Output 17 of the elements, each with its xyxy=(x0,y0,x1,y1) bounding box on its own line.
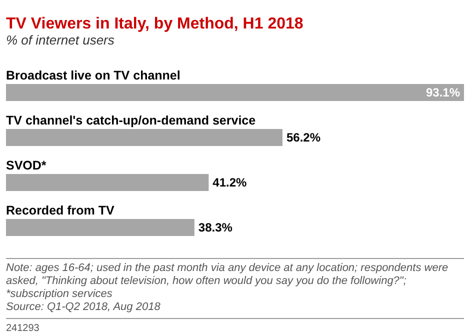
y-tick-label: SVOD* xyxy=(6,158,46,172)
y-tick-label: Broadcast live on TV channel xyxy=(6,68,180,82)
data-label: 38.3% xyxy=(198,220,233,234)
data-label: 93.1% xyxy=(426,86,460,100)
text: 241293 xyxy=(6,323,40,333)
y-tick-label: Recorded from TV xyxy=(6,204,116,218)
data-label: 41.2% xyxy=(212,176,248,190)
source-note: Source: Q1-Q2 2018, Aug 2018 xyxy=(6,301,162,314)
bar xyxy=(6,174,209,191)
bar xyxy=(6,84,464,101)
chart-title: TV Viewers in Italy, by Method, H1 2018 xyxy=(6,16,304,32)
text: Note: ages 16-64; used in the past month via any device at any location; respondents were asked, "Thinking about television, how often would you say you do the following?"; *subscription services xyxy=(6,262,450,301)
chart-subtitle: % of internet users xyxy=(6,32,115,48)
bar xyxy=(6,219,194,236)
data-label: 56.2% xyxy=(286,130,321,144)
bar xyxy=(6,129,282,146)
y-tick-label: TV channel's catch-up/on-demand service xyxy=(6,114,256,128)
